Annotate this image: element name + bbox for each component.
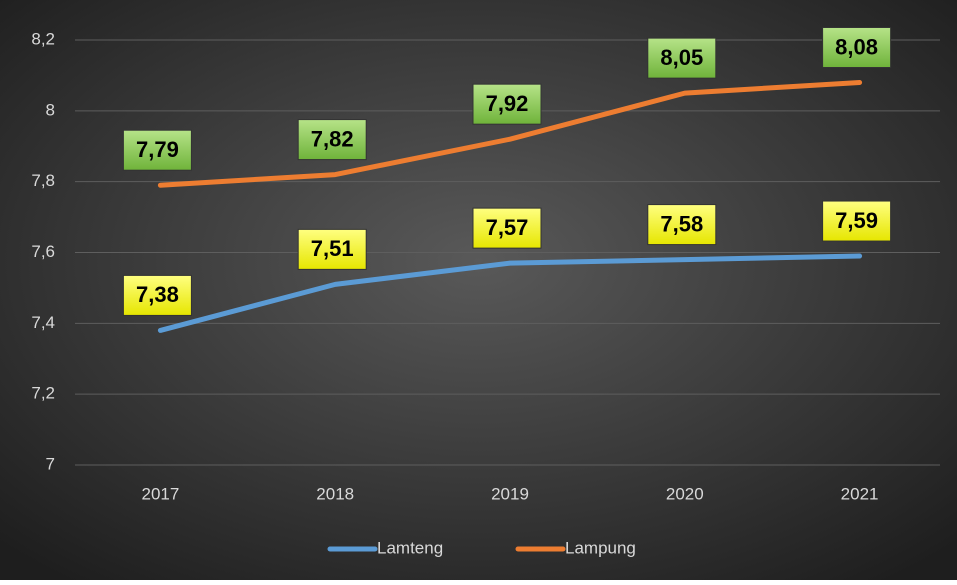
data-label-box: [647, 204, 717, 246]
data-label: 8,05: [660, 45, 703, 70]
y-tick-label: 7,4: [31, 313, 55, 332]
legend-label: Lampung: [565, 538, 636, 557]
data-label-box: [472, 207, 542, 249]
x-tick-label: 2021: [841, 484, 879, 503]
data-label-box: [122, 129, 192, 171]
data-label-box: [297, 228, 367, 270]
legend-label: Lamteng: [377, 538, 443, 557]
data-label: 7,51: [311, 236, 354, 261]
y-tick-label: 7,8: [31, 171, 55, 190]
y-tick-label: 7,6: [31, 242, 55, 261]
data-label-box: [822, 27, 892, 68]
data-label-box: [472, 83, 542, 125]
data-label-box: [822, 200, 892, 242]
y-tick-label: 7,2: [31, 384, 55, 403]
data-label: 7,82: [311, 126, 354, 151]
x-tick-label: 2018: [316, 484, 354, 503]
data-label-box: [647, 37, 717, 79]
series-line: [157, 253, 863, 333]
data-label: 8,08: [835, 34, 878, 59]
y-tick-label: 8: [46, 100, 55, 119]
data-label-box: [297, 119, 367, 161]
series-line: [157, 80, 863, 188]
x-tick-label: 2020: [666, 484, 704, 503]
y-tick-label: 7: [46, 454, 55, 473]
data-label-box: [122, 274, 192, 316]
data-label: 7,79: [136, 137, 179, 162]
data-label: 7,58: [660, 211, 703, 236]
y-tick-label: 8,2: [31, 29, 55, 48]
data-label: 7,59: [835, 208, 878, 233]
data-label: 7,92: [486, 91, 529, 116]
x-tick-label: 2019: [491, 484, 529, 503]
data-label: 7,38: [136, 282, 179, 307]
x-tick-label: 2017: [141, 484, 179, 503]
data-label: 7,57: [486, 215, 529, 240]
